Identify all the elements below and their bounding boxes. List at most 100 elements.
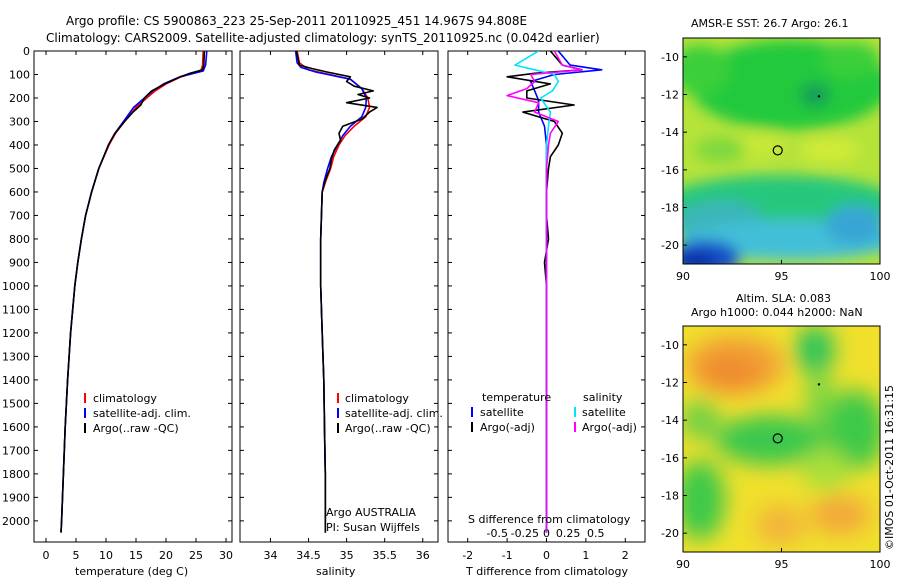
x-tick-label: 20 (159, 549, 173, 562)
map-y-tick-label: -16 (661, 452, 679, 465)
y-tick-label: 200 (9, 92, 30, 105)
x-tick-label: 36 (416, 549, 430, 562)
s-difference-x-label: S difference from climatology (468, 513, 631, 526)
y-tick-label: 400 (9, 139, 30, 152)
y-tick-label: 1500 (2, 397, 30, 410)
x-tick-label: 0 (43, 549, 50, 562)
map-y-tick-label: -18 (661, 490, 679, 503)
s-tick-label: 0.5 (587, 527, 605, 540)
salinity-legend: climatology satellite-adj. clim. Argo(..… (337, 392, 443, 435)
sla-map: Altim. SLA: 0.083 Argo h1000: 0.044 h200… (661, 292, 890, 571)
legend-title-salinity: salinity (583, 391, 623, 404)
salinity-y-ticks (240, 50, 438, 522)
map-y-tick-label: -20 (661, 527, 679, 540)
y-tick-label: 0 (23, 45, 30, 58)
x-tick-label: 30 (219, 549, 233, 562)
sst-map: AMSR-E SST: 26.7 Argo: 26.1 90 95 100 -10 -1… (661, 17, 891, 283)
y-tick-label: 1000 (2, 280, 30, 293)
x-tick-label: 35.5 (372, 549, 397, 562)
float-position-marker (772, 433, 783, 444)
x-tick-label: 0 (543, 549, 550, 562)
map-x-tick-label: 100 (870, 270, 891, 283)
map-y-tick-label: -20 (661, 239, 679, 252)
y-tick-label: 800 (9, 233, 30, 246)
legend-label-satellite: satellite-adj. clim. (345, 407, 443, 420)
legend-label-argo: Argo(..raw -QC) (93, 422, 179, 435)
temperature-axes-frame (33, 50, 233, 543)
y-tick-label: 1900 (2, 491, 30, 504)
map-y-tick-label: -16 (661, 164, 679, 177)
s-tick-label: 0.25 (556, 527, 581, 540)
x-tick-label: 35 (340, 549, 354, 562)
s-difference-x-axis: -0.5 -0.25 0 0.25 0.5 (487, 527, 605, 540)
x-tick-label: 1 (582, 549, 589, 562)
salinity-axes-frame (239, 50, 439, 543)
y-tick-label: 1200 (2, 327, 30, 340)
legend-label-t-argo: Argo(-adj) (480, 421, 535, 434)
temperature-panel: 0100200300400500600700800900100011001200… (2, 45, 233, 578)
map-y-tick-label: -10 (661, 51, 679, 64)
x-tick-label: 25 (189, 549, 203, 562)
legend-label-t-satellite: satellite (480, 406, 524, 419)
argo-program-label: Argo AUSTRALIA (326, 506, 416, 519)
map-y-tick-label: -14 (661, 414, 679, 427)
difference-y-ticks (448, 50, 645, 522)
imos-credit: ©IMOS 01-Oct-2011 16:31:15 (883, 385, 896, 550)
legend-label-climatology: climatology (345, 392, 409, 405)
y-tick-label: 100 (9, 68, 30, 81)
temperature-x-axis: 0 5 10 15 20 25 30 (43, 51, 233, 562)
series-line-argo-raw-qc- (60, 51, 206, 533)
difference-panel: -2 -1 0 1 2 -0.5 -0.25 0 0.25 0.5 T difference f… (447, 50, 646, 578)
t-difference-x-axis: -2 -1 0 1 2 (462, 51, 629, 562)
y-tick-label: 2000 (2, 515, 30, 528)
x-tick-label: 5 (73, 549, 80, 562)
salinity-x-axis: 34 34.5 35 35.5 36 (263, 51, 430, 562)
x-tick-label: 2 (622, 549, 629, 562)
y-tick-label: 1700 (2, 444, 30, 457)
secondary-position-marker (817, 95, 821, 98)
salinity-panel: 34 34.5 35 35.5 36 salinity climatology sate… (239, 50, 443, 578)
map-y-tick-label: -10 (661, 339, 679, 352)
x-tick-label: 15 (129, 549, 143, 562)
pi-label: PI: Susan Wijffels (326, 521, 420, 534)
series-line-t-argo-adj- (506, 51, 583, 533)
map-x-tick-label: 95 (775, 558, 789, 571)
sst-field (683, 38, 880, 264)
y-tick-label: 900 (9, 256, 30, 269)
y-tick-label: 1300 (2, 350, 30, 363)
y-tick-label: 600 (9, 186, 30, 199)
x-tick-label: 34.5 (296, 549, 321, 562)
x-tick-label: 34 (263, 549, 277, 562)
y-tick-label: 700 (9, 209, 30, 222)
header-line-2: Climatology: CARS2009. Satellite-adjuste… (46, 31, 600, 45)
series-line-s-argo-adj- (506, 51, 583, 533)
x-tick-label: 10 (99, 549, 113, 562)
map-x-tick-label: 100 (870, 558, 891, 571)
salinity-x-label: salinity (316, 565, 356, 578)
temperature-legend: climatology satellite-adj. clim. Argo(..… (84, 392, 191, 435)
s-tick-label: -0.25 (511, 527, 539, 540)
secondary-position-marker (817, 383, 821, 386)
legend-label-s-argo: Argo(-adj) (582, 421, 637, 434)
legend-label-argo: Argo(..raw -QC) (345, 422, 431, 435)
y-tick-label: 1100 (2, 303, 30, 316)
x-tick-label: -2 (462, 549, 473, 562)
depth-axis: 0 100 200 300 400 500 600 700 800 900 1000 1100 1200… (2, 45, 232, 528)
x-tick-label: -1 (502, 549, 513, 562)
legend-label-s-satellite: satellite (582, 406, 626, 419)
y-tick-label: 1600 (2, 421, 30, 434)
map-y-tick-label: -12 (661, 89, 679, 102)
legend-label-satellite: satellite-adj. clim. (93, 407, 191, 420)
sla-map-subtitle: Argo h1000: 0.044 h2000: NaN (691, 306, 863, 319)
series-line-argo-raw-qc- (295, 51, 378, 533)
sla-field (683, 326, 880, 552)
map-x-tick-label: 90 (676, 270, 690, 283)
header-line-1: Argo profile: CS 5900863_223 25-Sep-2011… (66, 14, 527, 28)
y-tick-label: 1800 (2, 468, 30, 481)
y-tick-label: 500 (9, 162, 30, 175)
y-tick-label: 1400 (2, 374, 30, 387)
map-x-tick-label: 95 (775, 270, 789, 283)
y-tick-label: 300 (9, 115, 30, 128)
legend-label-climatology: climatology (93, 392, 157, 405)
